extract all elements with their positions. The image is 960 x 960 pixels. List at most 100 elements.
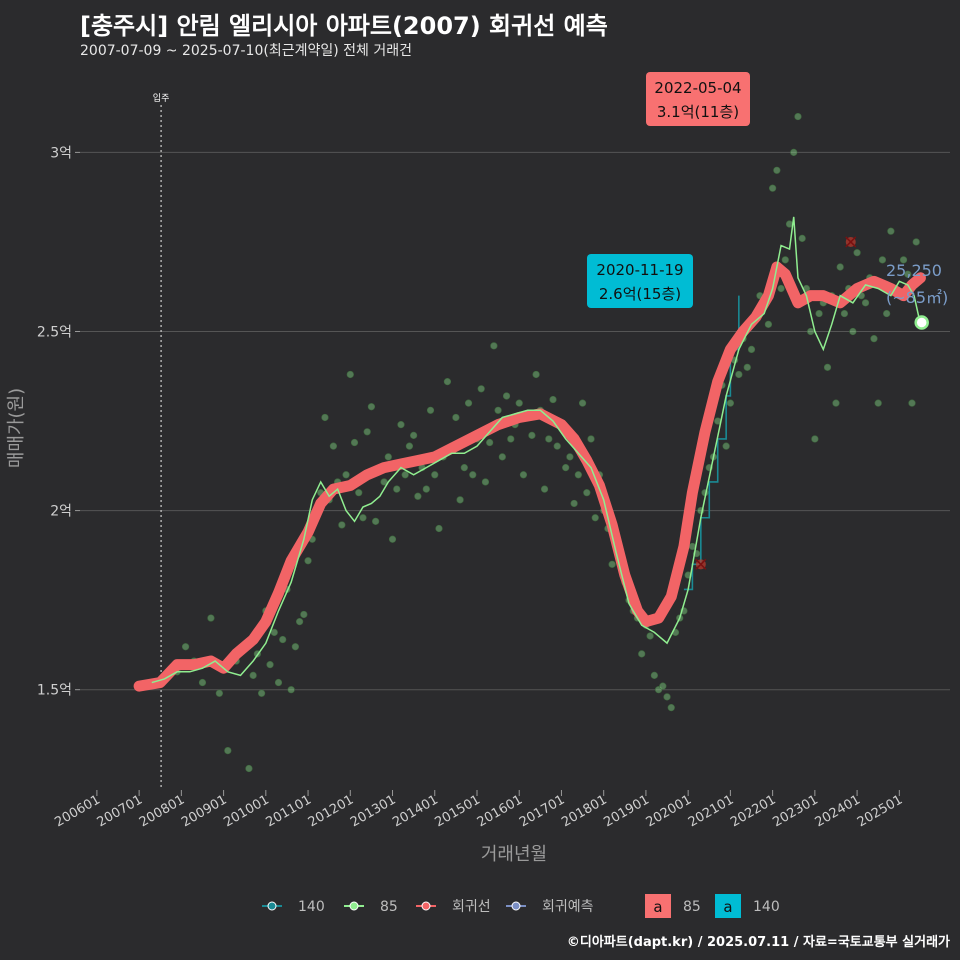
scatter-point <box>274 678 283 687</box>
legend-label: 140 <box>298 899 325 915</box>
x-tick-label: 201901 <box>601 792 651 830</box>
scatter-point <box>769 184 777 192</box>
x-tick-label: 200901 <box>179 792 229 830</box>
scatter-point <box>431 471 439 479</box>
scatter-point <box>781 256 789 264</box>
scatter-point <box>435 524 443 533</box>
scatter-point <box>790 148 798 156</box>
scatter-point <box>507 435 515 443</box>
scatter-point <box>245 764 253 773</box>
legend-label: 85 <box>683 899 701 915</box>
scatter-point <box>591 514 599 522</box>
scatter-point <box>764 320 772 328</box>
x-tick-label: 202501 <box>855 792 905 830</box>
scatter-point <box>811 435 819 443</box>
x-axis-title: 거래년월 <box>481 844 547 865</box>
scatter-point <box>181 643 190 651</box>
legend-label: 140 <box>753 899 780 915</box>
scatter-point <box>296 618 304 626</box>
scatter-point <box>342 471 350 479</box>
legend: 140 85 회귀선 회귀예측 a 85 a 140 <box>262 894 780 918</box>
scatter-point <box>380 478 388 486</box>
scatter-point <box>464 399 473 407</box>
scatter-point <box>249 671 257 679</box>
legend-key-letter: a <box>653 898 662 916</box>
series-lines <box>133 216 926 692</box>
scatter-point <box>372 517 380 525</box>
annotation-date: 2022-05-04 <box>654 79 741 97</box>
scatter-point <box>422 485 430 493</box>
scatter-point <box>355 489 363 497</box>
scatter-point <box>515 399 523 407</box>
scatter-point <box>545 435 553 443</box>
scatter-point <box>899 256 908 264</box>
scatter-point <box>266 661 274 669</box>
scatter-point <box>726 399 734 407</box>
scatter-point <box>207 614 215 622</box>
scatter-point <box>401 471 409 479</box>
y-axis: 1.5억 2억 2.5억 3억 <box>37 145 80 699</box>
credit-text: ©디아파트(dapt.kr) / 2025.07.11 / 자료=국토교통부 실… <box>566 935 950 950</box>
scatter-point <box>532 370 540 379</box>
scatter-point <box>393 485 401 493</box>
scatter-point <box>350 438 359 447</box>
scatter-point <box>215 689 223 697</box>
scatter-point <box>397 421 405 429</box>
scatter-point <box>663 693 671 701</box>
forecast-point <box>914 315 929 330</box>
scatter-point <box>410 431 418 439</box>
y-tick-label: 2억 <box>50 504 72 520</box>
scatter-points <box>173 112 920 773</box>
scatter-point <box>583 489 591 497</box>
end-label-size: (~85㎡) <box>886 288 948 307</box>
scatter-point <box>878 256 887 264</box>
scatter-point <box>329 442 337 450</box>
scatter-point <box>562 464 570 472</box>
legend-label: 회귀예측 <box>542 899 594 915</box>
y-axis-title: 매매가(원) <box>6 388 27 468</box>
scatter-point <box>908 399 916 407</box>
scatter-point <box>490 342 498 350</box>
scatter-point <box>650 671 658 679</box>
scatter-point <box>608 560 616 568</box>
annotation-value: 2.6억(15층) <box>599 285 681 303</box>
scatter-point <box>823 363 832 371</box>
scatter-point <box>849 327 857 336</box>
scatter-point <box>481 478 490 486</box>
chart-title: [충주시] 안림 엘리시아 아파트(2007) 회귀선 예측 <box>80 12 608 40</box>
scatter-point <box>304 557 312 565</box>
scatter-point <box>798 234 806 242</box>
x-marker <box>695 558 707 570</box>
x-tick-label: 201501 <box>433 792 483 830</box>
x-tick-label: 200701 <box>95 792 145 830</box>
scatter-point <box>566 453 574 461</box>
scatter-point <box>747 345 756 354</box>
scatter-point <box>502 392 511 400</box>
scatter-point <box>300 610 308 619</box>
scatter-point <box>861 299 870 307</box>
scatter-point <box>477 385 485 393</box>
scatter-point <box>587 435 595 443</box>
x-tick-label: 202401 <box>813 792 863 830</box>
scatter-point <box>388 535 397 543</box>
scatter-point <box>346 370 354 379</box>
scatter-point <box>359 514 367 522</box>
scatter-point <box>773 166 781 174</box>
legend-label: 85 <box>380 899 398 915</box>
legend-label: 회귀선 <box>452 899 491 915</box>
scatter-point <box>794 112 802 121</box>
scatter-point <box>853 249 861 257</box>
scatter-point <box>540 485 549 493</box>
x-tick-label: 201301 <box>348 792 398 830</box>
y-tick-label: 3억 <box>50 145 72 161</box>
scatter-point <box>460 464 468 472</box>
scatter-point <box>659 682 667 690</box>
scatter-point <box>198 678 207 687</box>
scatter-point <box>287 686 295 694</box>
series-line-85 <box>151 216 922 684</box>
scatter-point <box>883 309 891 318</box>
legend-key-dot <box>421 901 431 911</box>
annotation-bg <box>646 72 750 126</box>
x-tick-label: 202001 <box>644 792 694 830</box>
